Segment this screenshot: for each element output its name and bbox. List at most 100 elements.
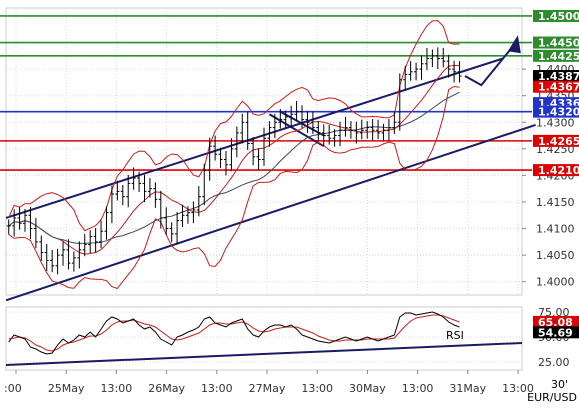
price-bar bbox=[164, 207, 169, 235]
price-bar bbox=[283, 110, 288, 129]
level-tag-box bbox=[533, 70, 579, 83]
price-bar bbox=[316, 121, 321, 142]
price-bar bbox=[71, 251, 76, 272]
price-bar bbox=[370, 119, 375, 141]
price-bar bbox=[424, 47, 429, 71]
price-bar bbox=[359, 119, 364, 140]
x-tick-label: 27May bbox=[249, 382, 286, 395]
rsi-name-label: RSI bbox=[446, 329, 464, 342]
x-tick-label: 26May bbox=[148, 382, 185, 395]
price-bar bbox=[147, 178, 152, 198]
y-tick-label: 1.4100 bbox=[536, 223, 575, 236]
price-bar bbox=[343, 116, 348, 137]
level-tag-text: 1.4320 bbox=[538, 106, 579, 119]
rsi-pane-frame bbox=[5, 306, 523, 371]
price-bar bbox=[408, 61, 413, 81]
price-bar bbox=[234, 126, 239, 158]
price-bar bbox=[202, 163, 207, 206]
level-tag: 1.4387 bbox=[533, 70, 579, 83]
y-tick-label: 1.4150 bbox=[536, 196, 575, 209]
rsi-line bbox=[8, 311, 460, 355]
price-bar bbox=[66, 239, 71, 270]
level-tag: 1.4210 bbox=[533, 164, 579, 177]
price-bar bbox=[419, 55, 424, 80]
price-bar bbox=[17, 207, 22, 230]
x-tick-label: 13:00 bbox=[502, 382, 534, 395]
price-bar bbox=[131, 167, 136, 190]
price-bar bbox=[414, 62, 419, 81]
level-tag: 1.4320 bbox=[533, 105, 579, 119]
y-tick-label: 1.4300 bbox=[536, 116, 575, 129]
price-bar bbox=[354, 121, 359, 144]
price-bar bbox=[272, 113, 277, 139]
bollinger-upper bbox=[8, 20, 460, 232]
price-bar bbox=[175, 212, 180, 245]
level-tag-box bbox=[533, 105, 579, 118]
price-bar bbox=[294, 101, 299, 121]
projection-arrow-head bbox=[507, 35, 521, 54]
level-tag: 1.4500 bbox=[533, 10, 579, 23]
price-bar bbox=[55, 248, 60, 275]
x-tick-label: 30May bbox=[349, 382, 386, 395]
price-bar bbox=[93, 228, 98, 253]
main-projection bbox=[464, 35, 521, 87]
price-bar bbox=[305, 111, 310, 133]
symbol-label: EUR/USD bbox=[527, 391, 577, 404]
price-bar bbox=[137, 171, 142, 192]
price-bar bbox=[185, 206, 190, 224]
rsi-y-tick-label: 75.00 bbox=[538, 306, 570, 319]
level-tag-box bbox=[533, 134, 579, 147]
price-bar bbox=[44, 243, 49, 272]
price-bar bbox=[213, 135, 218, 161]
price-bar bbox=[33, 217, 38, 249]
price-bar bbox=[109, 185, 114, 224]
level-tag-text: 1.4450 bbox=[538, 37, 579, 50]
x-tick-label: 13:00 bbox=[101, 382, 133, 395]
price-bar bbox=[452, 60, 457, 83]
price-bar bbox=[126, 174, 131, 208]
price-bar bbox=[441, 47, 446, 68]
price-bar bbox=[88, 230, 93, 254]
x-tick-label: 13:00 bbox=[301, 382, 333, 395]
main-pane-frame bbox=[5, 7, 523, 296]
level-tag-box bbox=[533, 36, 579, 49]
x-tick-label: 13:00 bbox=[201, 382, 233, 395]
price-bar bbox=[300, 105, 305, 129]
y-tick-label: 1.4000 bbox=[536, 276, 575, 289]
price-bar bbox=[457, 61, 462, 83]
price-bar bbox=[256, 148, 261, 171]
x-tick-label: 31May bbox=[449, 382, 486, 395]
price-bar bbox=[115, 180, 120, 201]
price-bar bbox=[267, 121, 272, 147]
rsi-value-tag: 54.69 bbox=[533, 326, 579, 339]
rsi-value-tag-box bbox=[533, 326, 579, 339]
level-tag: 1.4265 bbox=[533, 134, 579, 148]
rsi-value-tag: 65.08 bbox=[533, 315, 579, 329]
level-tag-box bbox=[533, 9, 579, 22]
level-tag: 1.4367 bbox=[533, 80, 579, 94]
price-bar bbox=[327, 124, 332, 145]
main-price-bars bbox=[6, 47, 462, 275]
level-tag-text: 1.4265 bbox=[538, 135, 579, 148]
price-bar bbox=[245, 111, 250, 150]
price-bar bbox=[435, 47, 440, 70]
price-bar bbox=[99, 220, 104, 249]
price-bar bbox=[218, 147, 223, 168]
price-bar bbox=[289, 105, 294, 128]
price-bar bbox=[6, 219, 11, 235]
price-bar bbox=[403, 65, 408, 91]
price-bar bbox=[430, 49, 435, 67]
price-bar bbox=[332, 129, 337, 147]
price-bar bbox=[240, 113, 245, 144]
price-bar bbox=[397, 73, 402, 131]
level-tag: 1.4425 bbox=[533, 49, 579, 63]
price-bar bbox=[196, 186, 201, 217]
channel-upper-line bbox=[5, 57, 504, 219]
price-bar bbox=[61, 241, 66, 266]
timeframe-label: 30' bbox=[551, 378, 568, 391]
price-bar bbox=[191, 201, 196, 224]
price-bar bbox=[169, 222, 174, 243]
